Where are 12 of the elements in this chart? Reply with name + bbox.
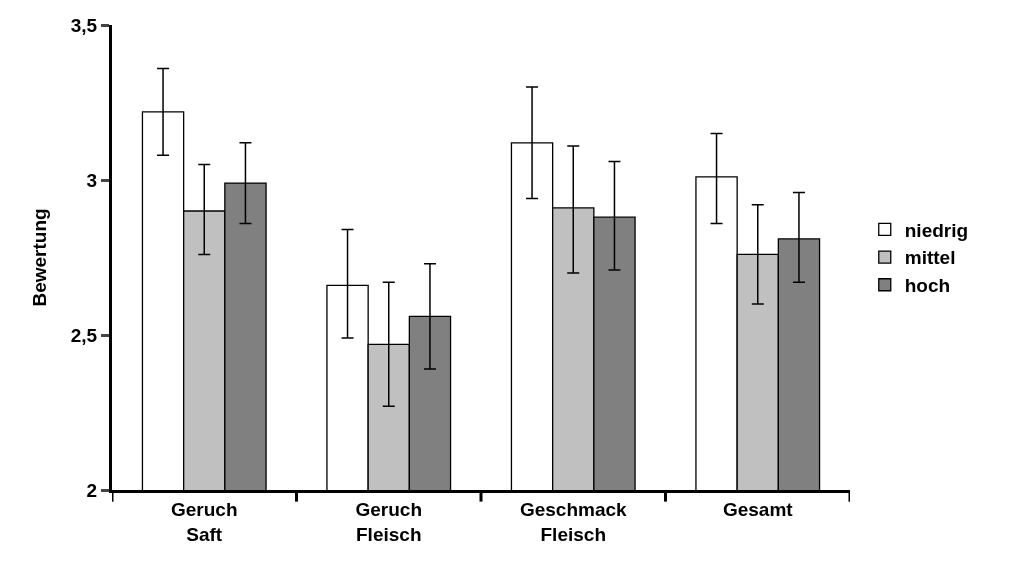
x-tick-label: Geruch Saft xyxy=(170,498,238,545)
y-tick-label: 2 xyxy=(86,479,98,501)
legend-label: niedrig xyxy=(904,219,969,241)
legend-label: mittel xyxy=(904,247,956,269)
x-tick-label: Gesamt xyxy=(722,498,794,520)
y-axis-title: Bewertung xyxy=(28,208,50,307)
y-tick-label: 3,5 xyxy=(70,14,98,36)
y-tick-label: 2,5 xyxy=(70,324,98,346)
x-tick-label: Geruch Fleisch xyxy=(355,498,423,545)
x-tick-label: Geschmack Fleisch xyxy=(519,498,628,545)
y-tick-label: 3 xyxy=(86,169,98,191)
legend-label: hoch xyxy=(904,275,951,297)
